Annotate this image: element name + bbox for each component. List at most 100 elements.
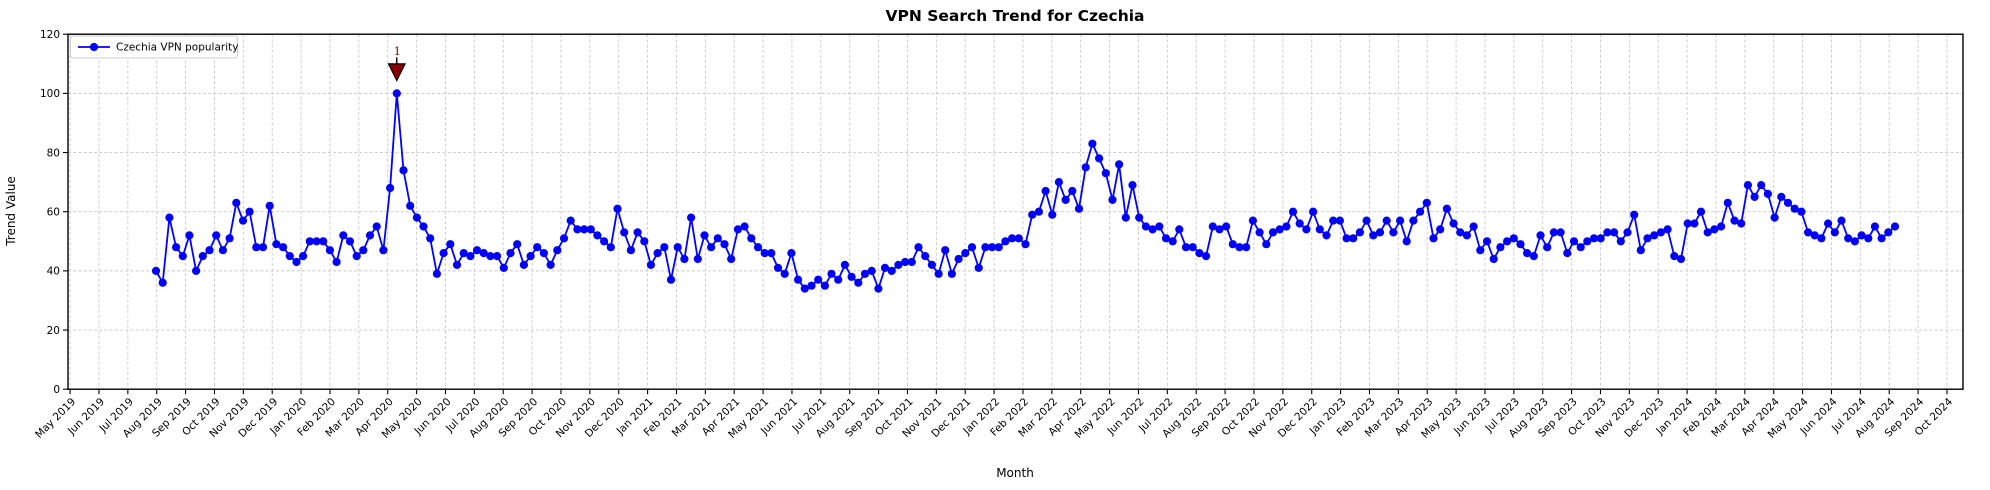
data-point: [285, 252, 294, 261]
data-point: [1161, 234, 1171, 243]
data-point: [513, 240, 522, 249]
data-point: [1536, 231, 1545, 240]
data-point: [867, 266, 876, 275]
data-point: [172, 243, 181, 252]
data-point: [185, 231, 194, 240]
data-point: [1195, 249, 1204, 258]
data-point: [1783, 198, 1793, 207]
legend: Czechia VPN popularity: [70, 35, 238, 59]
data-point: [325, 246, 334, 255]
data-point: [1797, 207, 1806, 216]
data-point: [693, 254, 702, 264]
data-point: [1349, 234, 1358, 243]
data-point: [967, 243, 977, 252]
data-point: [1743, 181, 1752, 190]
data-point: [1804, 228, 1813, 237]
data-point: [1088, 139, 1097, 148]
data-point: [1770, 213, 1779, 222]
data-point: [1262, 240, 1271, 249]
data-point: [1890, 222, 1900, 231]
data-point: [1596, 234, 1605, 243]
data-point: [245, 207, 254, 216]
data-point: [1603, 228, 1612, 237]
data-point: [399, 166, 408, 175]
data-point: [807, 281, 816, 290]
data-point: [225, 234, 234, 243]
data-point: [620, 228, 629, 237]
data-point: [707, 243, 716, 252]
data-point: [1014, 234, 1023, 243]
data-point: [1824, 219, 1833, 228]
data-point: [1402, 237, 1411, 246]
data-point: [1128, 181, 1137, 190]
data-point: [573, 225, 582, 234]
data-point: [1342, 234, 1351, 243]
data-point: [1884, 228, 1893, 237]
data-point: [1589, 234, 1599, 243]
data-point: [887, 266, 896, 275]
data-point: [1449, 219, 1458, 228]
data-point: [820, 281, 830, 290]
data-point: [1409, 216, 1418, 225]
data-point: [1844, 234, 1853, 243]
data-point: [359, 246, 368, 255]
data-point: [1135, 213, 1144, 222]
data-point: [753, 243, 763, 252]
data-point: [1028, 210, 1037, 219]
data-point: [292, 257, 301, 267]
legend-marker-icon: [89, 42, 99, 52]
data-point: [1155, 222, 1164, 231]
data-point: [1442, 204, 1451, 213]
data-point: [1482, 237, 1492, 246]
data-point: [1396, 216, 1405, 225]
data-point: [1583, 237, 1592, 246]
data-point: [1656, 228, 1665, 237]
data-point: [666, 275, 676, 284]
data-point: [646, 260, 656, 269]
data-point: [1242, 243, 1251, 252]
data-point: [486, 252, 495, 261]
data-point: [1275, 225, 1284, 234]
data-point: [1523, 249, 1532, 258]
data-point: [539, 249, 549, 258]
data-point: [212, 231, 221, 240]
data-point: [1181, 243, 1191, 252]
data-point: [1563, 249, 1572, 258]
data-point: [1329, 216, 1338, 225]
data-point: [412, 213, 421, 222]
data-point: [700, 231, 709, 240]
data-point: [1569, 237, 1579, 246]
data-point: [1630, 210, 1639, 219]
data-point: [365, 231, 375, 240]
data-point: [339, 231, 348, 240]
data-point: [1503, 237, 1512, 246]
data-point: [814, 275, 823, 284]
data-point: [787, 249, 796, 258]
data-point: [192, 266, 201, 275]
data-point: [1429, 234, 1438, 243]
data-point: [1670, 252, 1679, 261]
data-point: [265, 201, 274, 210]
data-point: [800, 284, 809, 293]
data-point: [198, 252, 207, 261]
data-point: [553, 246, 562, 255]
data-point: [1817, 234, 1826, 243]
data-point: [279, 243, 288, 252]
data-point: [927, 260, 937, 269]
data-point: [1690, 219, 1699, 228]
data-point: [1008, 234, 1017, 243]
data-point: [961, 249, 970, 258]
data-point: [459, 249, 468, 258]
data-point: [272, 240, 281, 249]
data-point: [1422, 198, 1431, 207]
data-point: [1643, 234, 1652, 243]
data-point: [258, 243, 268, 252]
data-point: [854, 278, 863, 287]
data-point: [1710, 225, 1719, 234]
data-point: [1529, 252, 1538, 261]
data-point: [747, 234, 756, 243]
data-point: [1202, 252, 1211, 261]
data-point: [1576, 243, 1585, 252]
data-point: [1362, 216, 1371, 225]
